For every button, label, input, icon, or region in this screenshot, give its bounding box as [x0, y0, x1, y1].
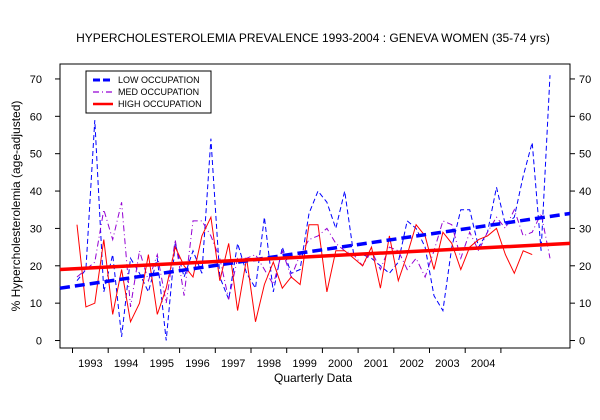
y-tick-label-left: 20 — [30, 261, 42, 273]
x-tick-label: 2001 — [364, 358, 388, 370]
trend-line-low-occupation — [59, 211, 571, 290]
x-tick-label: 2004 — [471, 358, 495, 370]
legend-label: LOW OCCUPATION — [118, 75, 200, 85]
x-tick-label: 1994 — [114, 358, 138, 370]
series-line-low-occupation — [76, 75, 551, 341]
y-axis-left: 0 10 20 30 40 50 60 70 — [30, 74, 60, 348]
y-tick-label-right: 20 — [579, 261, 591, 273]
series-layer — [76, 75, 551, 341]
y-tick-label-left: 50 — [30, 149, 42, 161]
y-axis-right: 0 10 20 30 40 50 60 70 — [570, 74, 591, 348]
trend-line-high-occupation — [59, 241, 571, 272]
y-tick-label-right: 50 — [579, 149, 591, 161]
y-tick-label-left: 0 — [36, 336, 42, 348]
x-tick-label: 1997 — [221, 358, 245, 370]
x-axis: 1993 1994 1995 1996 1997 1998 1999 2000 2001 2002… — [72, 348, 502, 370]
y-tick-label-left: 60 — [30, 111, 42, 123]
x-tick-label: 2003 — [435, 358, 459, 370]
y-tick-label-left: 40 — [30, 186, 42, 198]
y-tick-label-left: 30 — [30, 223, 42, 235]
x-tick-label: 1993 — [78, 358, 102, 370]
trend-layer — [59, 211, 571, 290]
series-line-high-occupation — [76, 215, 533, 324]
legend-label: MED OCCUPATION — [118, 87, 199, 97]
x-tick-label: 1998 — [257, 358, 281, 370]
x-tick-label: 1995 — [150, 358, 174, 370]
y-axis-label: % Hypercholesterolemia (age-adjusted) — [9, 101, 23, 312]
y-tick-label-left: 70 — [30, 74, 42, 86]
chart-title: HYPERCHOLESTEROLEMIA PREVALENCE 1993-200… — [76, 31, 550, 45]
y-tick-label-right: 40 — [579, 186, 591, 198]
x-tick-label: 1999 — [292, 358, 316, 370]
legend: LOW OCCUPATION MED OCCUPATION HIGH OCCUPAT… — [85, 70, 212, 114]
x-tick-label: 2000 — [328, 358, 352, 370]
plot-frame — [59, 63, 571, 349]
x-axis-label: Quarterly Data — [274, 371, 352, 385]
y-tick-label-right: 30 — [579, 223, 591, 235]
x-tick-label: 1996 — [185, 358, 209, 370]
y-tick-label-right: 70 — [579, 74, 591, 86]
series-line-med-occupation — [76, 202, 551, 307]
y-tick-label-right: 10 — [579, 298, 591, 310]
x-tick-label: 2002 — [399, 358, 423, 370]
y-tick-label-left: 10 — [30, 298, 42, 310]
y-tick-label-right: 0 — [579, 336, 585, 348]
y-tick-label-right: 60 — [579, 111, 591, 123]
legend-label: HIGH OCCUPATION — [118, 99, 202, 109]
